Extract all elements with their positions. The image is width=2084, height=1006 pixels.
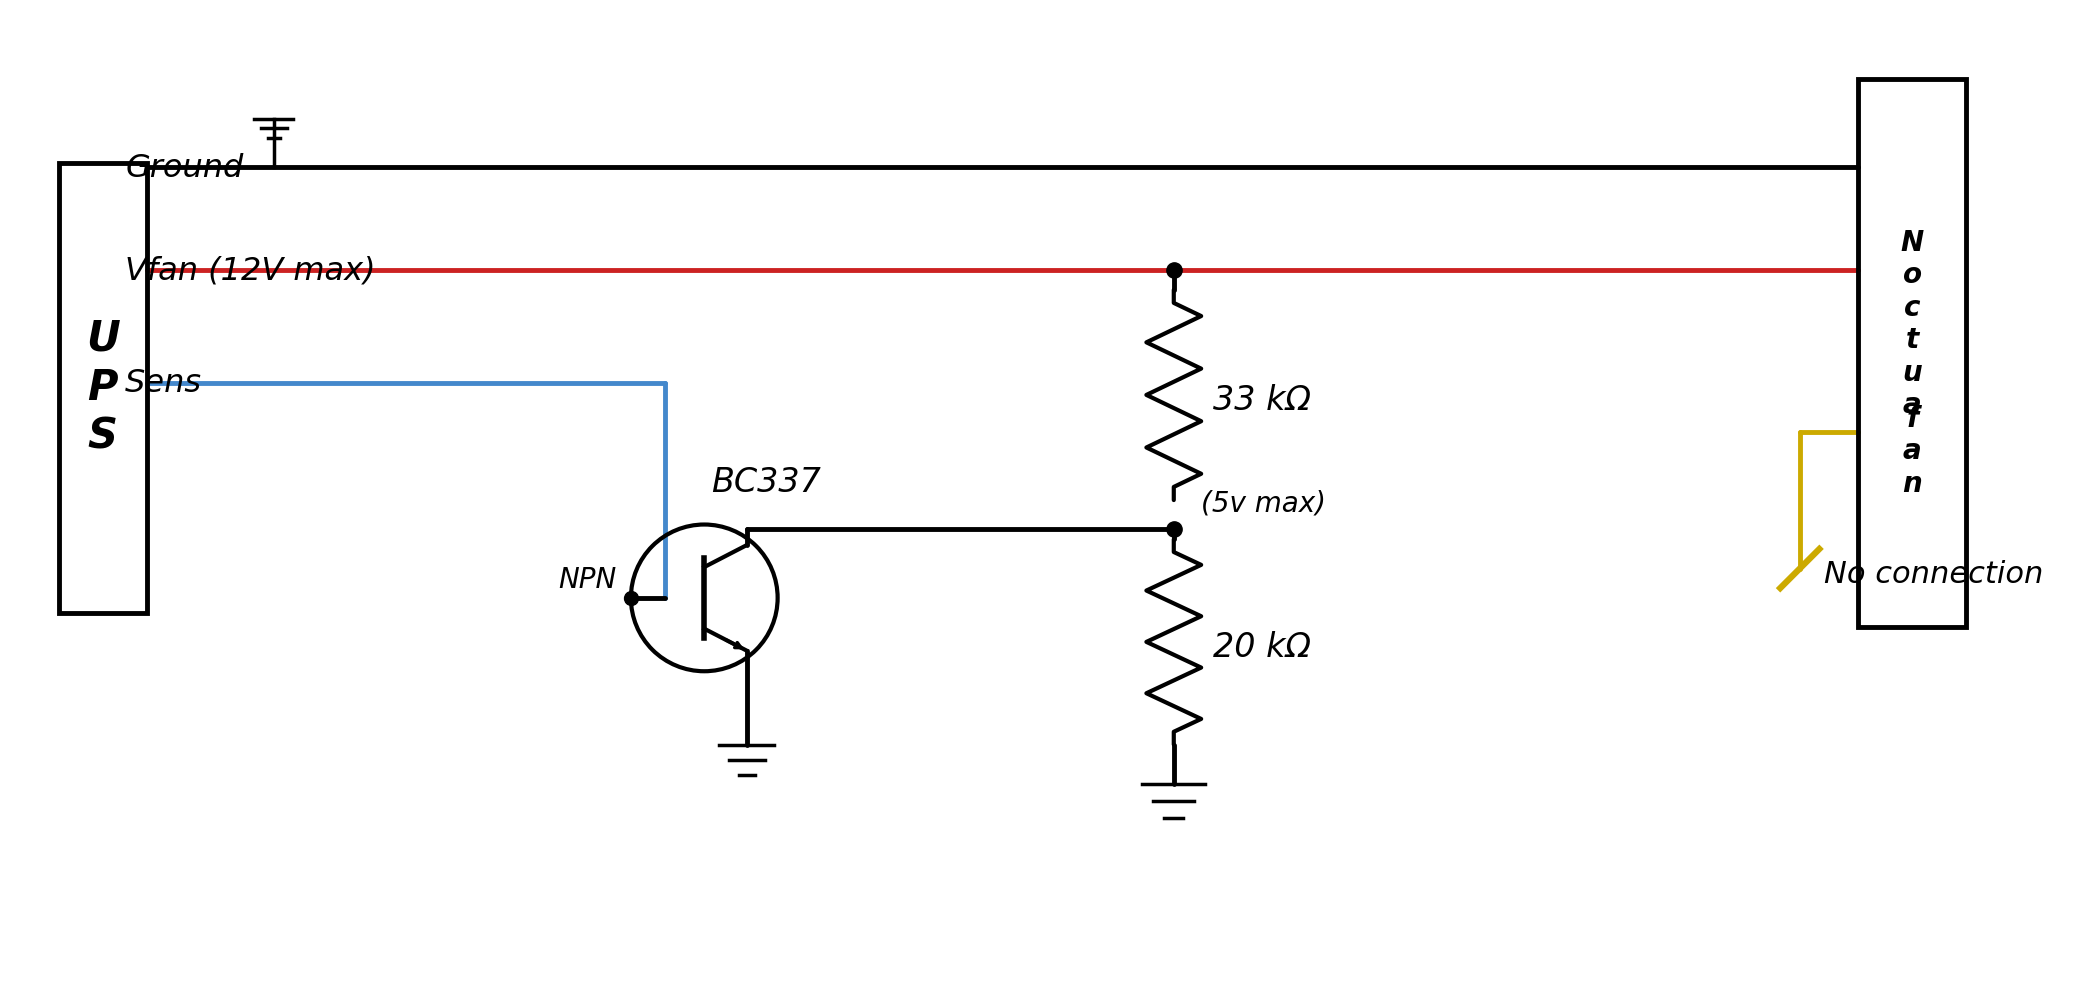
Text: NPN: NPN [559,566,617,595]
Text: U
P
S: U P S [85,318,119,457]
Bar [1859,79,1965,627]
Text: Vfan (12V max): Vfan (12V max) [125,256,375,287]
Text: 20 kΩ: 20 kΩ [1213,631,1311,664]
Text: BC337: BC337 [711,466,821,499]
Text: Sens: Sens [125,368,202,399]
Text: (5v max): (5v max) [1200,490,1325,518]
Text: N
o
c
t
u
a: N o c t u a [1901,229,1924,418]
Bar [58,163,146,613]
Text: f
a
n: f a n [1903,404,1921,498]
Text: No connection: No connection [1824,560,2044,590]
Text: 33 kΩ: 33 kΩ [1213,383,1311,416]
Text: Ground: Ground [125,153,244,184]
